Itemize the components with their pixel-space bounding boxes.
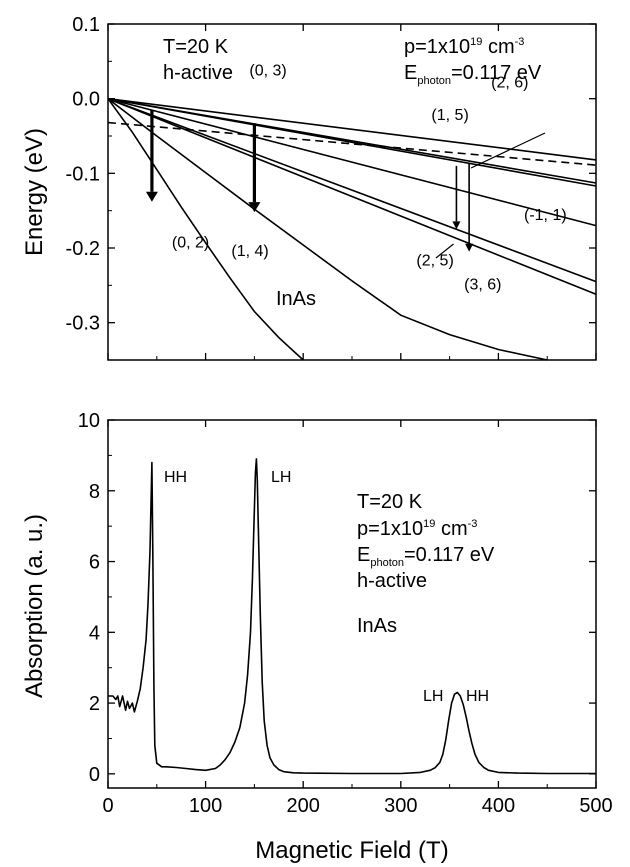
absorption-y-tick-label-1: 2 <box>89 693 100 715</box>
transition-label-top-3: (2, 6) <box>491 75 528 92</box>
absorption-line-0 <box>108 458 596 775</box>
energy-y-axis-label: Energy (eV) <box>21 128 48 256</box>
absorption-y-tick-label-0: 0 <box>89 764 100 786</box>
absorption-ticks-group: 0 100 200 300 400 500 0 2 4 6 8 10 <box>78 410 613 817</box>
energy-line-4 <box>107 97 597 283</box>
absorption-density-unit: cm <box>435 518 467 540</box>
energy-density-exponent: 19 <box>470 36 482 48</box>
energy-y-tick-label-1: 0.0 <box>72 89 100 111</box>
absorption-x-tick-label-0: 0 <box>102 795 113 817</box>
energy-line-7 <box>107 98 304 361</box>
energy-mode-label: h-active <box>163 62 233 84</box>
energy-density-prefix: p=1x10 <box>404 36 470 58</box>
energy-panel: (0, 2) (0, 3) (1, 4) (1, 5) (2, 5) (2, 6) (3, … <box>21 14 597 361</box>
energy-y-tick-label-4: -0.3 <box>66 313 100 335</box>
absorption-y-tick-label-5: 10 <box>78 410 100 432</box>
absorption-density-label: p=1x1019 cm-3 <box>357 518 477 540</box>
absorption-x-tick-label-2: 200 <box>287 795 320 817</box>
transition-arrow-head-3 <box>465 243 474 252</box>
energy-material-label: InAs <box>276 288 316 310</box>
energy-photon-label: Ephoton=0.117 eV <box>404 62 542 87</box>
absorption-y-tick-label-2: 4 <box>89 622 100 644</box>
absorption-density-exponent: 19 <box>423 518 435 530</box>
absorption-x-tick-label-4: 400 <box>482 795 515 817</box>
absorption-y-tick-label-3: 6 <box>89 552 100 574</box>
transition-label-top-2: (1, 5) <box>431 107 468 124</box>
photon-energy-dashed-line <box>107 121 597 166</box>
transition-label-bottom-0: (0, 2) <box>172 235 209 252</box>
transition-arrow-head-2 <box>452 221 461 230</box>
energy-y-tick-label-3: -0.2 <box>66 238 100 260</box>
absorption-temp-label: T=20 K <box>357 491 423 513</box>
absorption-mode-label: h-active <box>357 570 427 592</box>
absorption-y-axis-label: Absorption (a. u.) <box>21 514 48 698</box>
energy-line-3 <box>107 97 597 227</box>
absorption-photon-subscript: photon <box>370 557 404 569</box>
absorption-material-label: InAs <box>357 615 397 637</box>
energy-photon-prefix: E <box>404 62 417 84</box>
energy-y-tick-label-0: 0.1 <box>72 14 100 36</box>
absorption-x-tick-label-5: 500 <box>579 795 612 817</box>
transition-arrows-group: (0, 2) (0, 3) (1, 4) (1, 5) (2, 5) (2, 6) (3, … <box>145 62 567 294</box>
absorption-density-prefix: p=1x10 <box>357 518 423 540</box>
leader-line-2-6 <box>470 132 546 169</box>
leader-line-2-5 <box>435 243 454 259</box>
absorption-density-unit-exponent: -3 <box>468 518 478 530</box>
peak-label-hh-1: HH <box>164 469 187 486</box>
transition-label-top-1: (0, 3) <box>249 62 286 79</box>
transition-arrow-head-1 <box>248 202 261 213</box>
energy-line-2 <box>107 97 597 187</box>
peak-label-hh-2: HH <box>466 688 489 705</box>
absorption-panel: 0 100 200 300 400 500 0 2 4 6 8 10 Absorption (a. u… <box>21 410 613 864</box>
energy-line-0 <box>107 97 597 161</box>
transition-label-bottom-2: (2, 5) <box>416 252 453 269</box>
energy-temp-label: T=20 K <box>163 36 229 58</box>
absorption-x-tick-label-3: 300 <box>384 795 417 817</box>
energy-series-group <box>107 97 597 361</box>
absorption-y-tick-label-4: 8 <box>89 481 100 503</box>
absorption-photon-prefix: E <box>357 544 370 566</box>
energy-line-5 <box>107 97 597 296</box>
energy-y-tick-label-2: -0.1 <box>66 163 100 185</box>
absorption-x-tick-label-1: 100 <box>189 795 222 817</box>
x-axis-label: Magnetic Field (T) <box>255 837 448 864</box>
absorption-photon-value: =0.117 eV <box>404 544 495 566</box>
transition-arrow-head-0 <box>145 191 158 202</box>
energy-line-6 <box>107 98 548 361</box>
absorption-series-group <box>108 458 596 775</box>
energy-photon-subscript: photon <box>417 75 451 87</box>
transition-label-bottom-3: (3, 6) <box>464 277 501 294</box>
energy-ticks-group: 0.1 0.0 -0.1 -0.2 -0.3 <box>66 14 597 361</box>
energy-density-unit-exponent: -3 <box>515 36 525 48</box>
line-label-minus1-1: (-1, 1) <box>524 207 567 224</box>
peak-label-lh-2: LH <box>423 688 443 705</box>
transition-label-bottom-1: (1, 4) <box>231 243 268 260</box>
energy-density-label: p=1x1019 cm-3 <box>404 36 524 58</box>
energy-photon-value: =0.117 eV <box>451 62 542 84</box>
energy-density-unit: cm <box>482 36 514 58</box>
absorption-photon-label: Ephoton=0.117 eV <box>357 544 495 569</box>
peak-label-lh-1: LH <box>271 469 291 486</box>
